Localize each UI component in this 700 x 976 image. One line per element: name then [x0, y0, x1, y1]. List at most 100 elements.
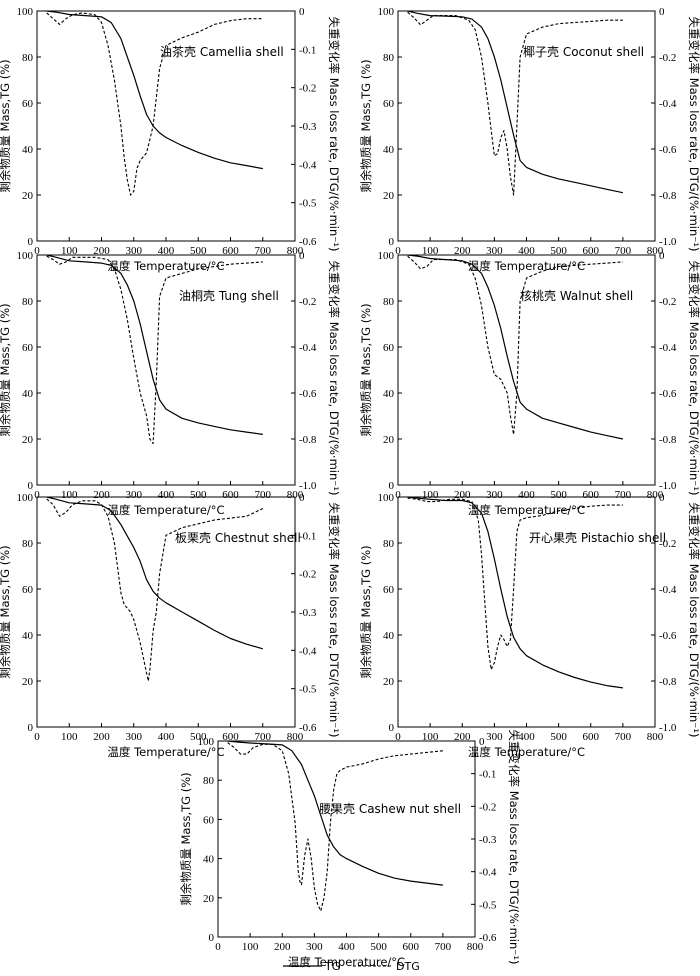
y-right-tick-label: -0.8: [659, 190, 677, 202]
y-right-tick-label: -0.4: [479, 867, 497, 879]
y-right-tick-label: -0.4: [659, 342, 677, 354]
x-tick-label: 700: [615, 245, 632, 257]
x-tick-label: 500: [190, 489, 207, 501]
y-left-tick-label: 100: [17, 492, 34, 504]
chart-panel: 0 100 200 300 400 500 600 700 800020406080100-1.…: [359, 6, 700, 273]
x-tick-label: 200: [454, 731, 471, 743]
chart-panel: 0 100 200 300 400 500 600 700 800020406080100-0.…: [179, 730, 521, 969]
x-tick-label: 600: [583, 489, 600, 501]
x-tick-label: 600: [583, 731, 600, 743]
x-tick-label: 500: [550, 245, 567, 257]
legend: TG DTG: [283, 960, 420, 973]
y-left-tick-label: 40: [383, 630, 395, 642]
plot-frame: [217, 740, 476, 938]
y-right-tick-label: -0.5: [299, 684, 317, 696]
x-tick-label: 400: [158, 731, 175, 743]
x-tick-label: 300: [486, 245, 503, 257]
x-tick-label: 800: [467, 941, 484, 953]
y-right-tick-label: -0.6: [479, 932, 497, 944]
x-tick-label: 300: [306, 941, 323, 953]
x-tick-label: 700: [435, 941, 452, 953]
x-tick-label: 800: [647, 245, 664, 257]
dtg-series-line: [227, 742, 443, 912]
y-right-tick-label: -0.4: [659, 584, 677, 596]
x-tick-label: 200: [93, 245, 110, 257]
x-tick-label: 400: [158, 489, 175, 501]
dtg-series-line: [46, 498, 264, 682]
x-tick-label: 500: [550, 489, 567, 501]
y-left-axis-title: 剩余物质量 Mass,TG (%): [359, 545, 373, 678]
y-left-tick-label: 100: [378, 6, 395, 18]
tg-series-line: [407, 254, 624, 440]
y-left-tick-label: 20: [22, 190, 34, 202]
tg-series-line: [46, 496, 263, 650]
x-tick-label: 100: [422, 489, 439, 501]
y-right-tick-label: -0.3: [299, 607, 317, 619]
sample-annotation: 油桐壳 Tung shell: [179, 289, 279, 303]
y-right-tick-label: -0.3: [299, 121, 317, 133]
x-tick-label: 300: [126, 731, 143, 743]
y-right-tick-label: -0.2: [299, 83, 316, 95]
tg-series-line: [227, 740, 443, 886]
dtg-series-line: [46, 12, 263, 196]
x-tick-label: 800: [287, 489, 304, 501]
y-right-axis-title: 失重变化率 Mass loss rate, DTG/(%·min⁻¹): [327, 17, 341, 252]
y-right-tick-label: -0.5: [479, 899, 497, 911]
y-left-tick-label: 20: [203, 893, 215, 905]
x-tick-label: 400: [518, 731, 535, 743]
x-axis-title: 温度 Temperature/°C: [107, 503, 224, 517]
tg-series-line: [407, 10, 624, 194]
y-right-axis-title: 失重变化率 Mass loss rate, DTG/(%·min⁻¹): [327, 503, 341, 738]
y-left-tick-label: 60: [22, 98, 34, 110]
tg-series-line: [46, 254, 263, 435]
y-left-tick-label: 20: [383, 676, 395, 688]
chart-panel: 0 100 200 300 400 500 600 700 800020406080100-1.…: [359, 250, 700, 517]
y-left-axis-title: 剩余物质量 Mass,TG (%): [359, 303, 373, 436]
y-left-tick-label: 80: [22, 296, 34, 308]
y-left-tick-label: 40: [22, 388, 34, 400]
x-tick-label: 100: [61, 245, 78, 257]
legend-dtg-label: DTG: [396, 960, 420, 973]
tg-series-line: [46, 10, 263, 170]
x-tick-label: 600: [222, 489, 239, 501]
x-tick-label: 0: [34, 245, 40, 257]
y-right-tick-label: -0.8: [659, 676, 677, 688]
x-tick-label: 200: [454, 489, 471, 501]
y-right-tick-label: -0.4: [659, 98, 677, 110]
x-axis-title: 温度 Temperature/°C: [468, 259, 585, 273]
x-tick-label: 400: [158, 245, 175, 257]
chart-panel: 0 100 200 300 400 500 600 700 800020406080100-0.…: [0, 6, 341, 273]
x-tick-label: 600: [583, 245, 600, 257]
x-tick-label: 0: [215, 941, 221, 953]
y-right-tick-label: -0.2: [299, 569, 316, 581]
x-tick-label: 700: [255, 489, 272, 501]
y-right-axis-title: 失重变化率 Mass loss rate, DTG/(%·min⁻¹): [687, 503, 700, 738]
y-left-tick-label: 40: [383, 388, 395, 400]
x-tick-label: 0: [395, 245, 401, 257]
y-right-tick-label: -0.4: [299, 159, 317, 171]
x-tick-label: 800: [647, 731, 664, 743]
dtg-series-line: [46, 255, 263, 445]
chart-panel: 0 100 200 300 400 500 600 700 800020406080100-1.…: [0, 250, 341, 517]
y-left-tick-label: 0: [28, 236, 34, 248]
y-right-tick-label: -0.6: [659, 388, 677, 400]
x-tick-label: 0: [34, 731, 40, 743]
x-tick-label: 0: [395, 731, 401, 743]
y-right-tick-label: -0.2: [659, 52, 676, 64]
y-right-tick-label: -0.5: [299, 198, 317, 210]
sample-annotation: 油茶壳 Camellia shell: [160, 44, 284, 59]
x-tick-label: 300: [126, 489, 143, 501]
x-axis-title: 温度 Temperature/°C: [107, 259, 224, 273]
dtg-series-line: [407, 255, 623, 435]
y-right-tick-label: 0: [479, 736, 485, 748]
chart-panel: 0 100 200 300 400 500 600 700 800020406080100-1.…: [359, 492, 700, 759]
x-tick-label: 500: [370, 941, 387, 953]
x-tick-label: 200: [274, 941, 291, 953]
y-right-tick-label: 0: [659, 250, 665, 262]
y-left-tick-label: 20: [22, 676, 34, 688]
y-left-tick-label: 60: [22, 584, 34, 596]
y-left-tick-label: 60: [383, 584, 395, 596]
y-right-tick-label: -0.6: [659, 144, 677, 156]
y-left-tick-label: 60: [383, 342, 395, 354]
